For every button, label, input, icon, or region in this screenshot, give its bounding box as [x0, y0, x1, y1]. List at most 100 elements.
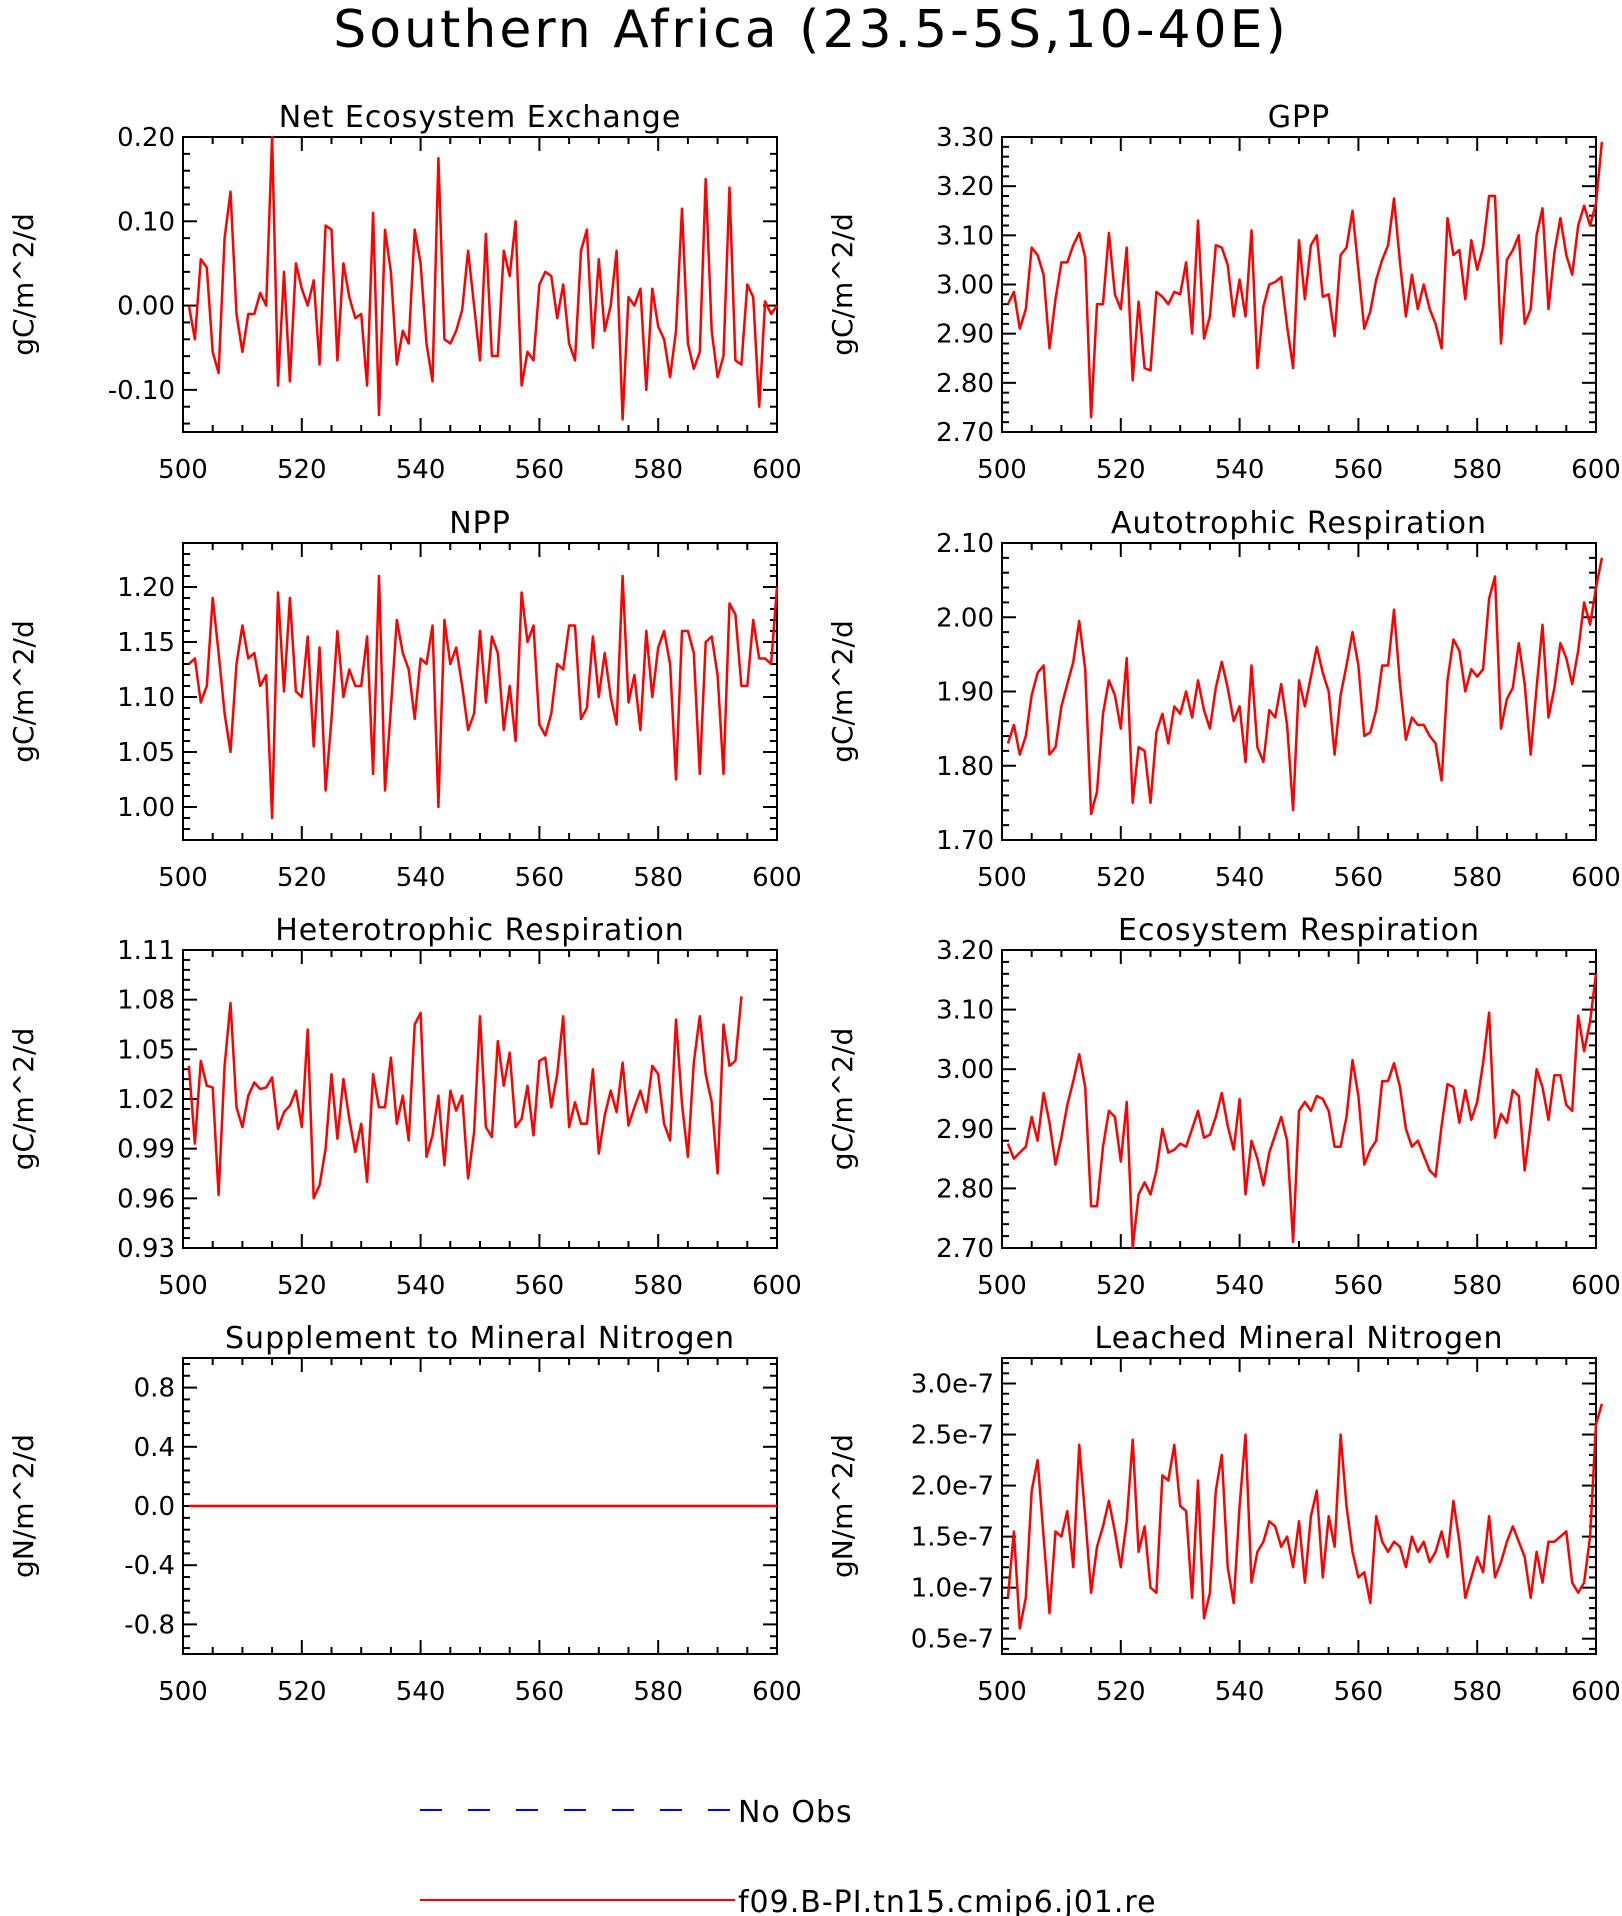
y-tick-label: 3.20 — [936, 172, 994, 202]
x-tick-label: 600 — [1571, 455, 1621, 485]
y-tick-label: -0.10 — [108, 376, 175, 406]
y-tick-label: 1.5e-7 — [911, 1523, 994, 1553]
y-axis-label: gC/m^2/d — [7, 620, 40, 763]
x-tick-label: 580 — [1452, 455, 1502, 485]
y-tick-label: 2.70 — [936, 418, 994, 448]
y-tick-label: 1.02 — [117, 1085, 175, 1115]
panel-title: Supplement to Mineral Nitrogen — [225, 1321, 735, 1356]
y-tick-label: 0.99 — [117, 1135, 175, 1165]
y-tick-label: 0.5e-7 — [911, 1625, 994, 1655]
x-tick-label: 520 — [277, 1677, 327, 1707]
x-tick-label: 560 — [515, 1271, 565, 1301]
x-tick-label: 500 — [977, 1677, 1027, 1707]
y-tick-label: 0.4 — [134, 1433, 175, 1463]
panel-title: Leached Mineral Nitrogen — [1095, 1321, 1504, 1356]
y-axis-label: gC/m^2/d — [826, 620, 859, 763]
x-tick-label: 500 — [977, 863, 1027, 893]
x-tick-label: 580 — [633, 1677, 683, 1707]
y-tick-label: 0.00 — [117, 292, 175, 322]
panel-title: Autotrophic Respiration — [1111, 506, 1487, 541]
y-tick-label: 2.5e-7 — [911, 1421, 994, 1451]
y-tick-label: 0.8 — [134, 1374, 175, 1404]
y-tick-label: 2.0e-7 — [911, 1472, 994, 1502]
chart-panel: Supplement to Mineral Nitrogen gN/m^2/d 50… — [7, 1321, 802, 1707]
plot-frame — [1001, 1357, 1597, 1655]
y-tick-label: 1.80 — [936, 752, 994, 782]
x-tick-label: 600 — [1571, 1677, 1621, 1707]
x-tick-label: 540 — [1215, 1677, 1265, 1707]
series-line — [1006, 557, 1604, 816]
x-tick-label: 600 — [1571, 1271, 1621, 1301]
x-tick-label: 500 — [158, 1271, 208, 1301]
x-tick-label: 520 — [277, 1271, 327, 1301]
y-tick-label: 3.10 — [936, 996, 994, 1026]
x-tick-label: 600 — [752, 1677, 802, 1707]
x-tick-label: 540 — [396, 455, 446, 485]
panel-title: NPP — [449, 506, 511, 541]
x-tick-label: 600 — [752, 863, 802, 893]
y-axis-label: gN/m^2/d — [7, 1434, 40, 1578]
y-tick-label: 1.05 — [117, 738, 175, 768]
y-axis-label: gC/m^2/d — [7, 1028, 40, 1171]
y-tick-label: 3.00 — [936, 271, 994, 301]
y-tick-label: 2.10 — [936, 529, 994, 559]
y-tick-label: 2.80 — [936, 369, 994, 399]
chart-panel: Net Ecosystem Exchange gC/m^2/d 500 520 540 5… — [7, 100, 802, 485]
y-axis-label: gC/m^2/d — [826, 213, 859, 356]
panel-title: Ecosystem Respiration — [1118, 913, 1480, 948]
chart-panel: NPP gC/m^2/d 500 520 540 560 580 600 1.20 1.15 1.1… — [7, 506, 802, 893]
panel-title: Heterotrophic Respiration — [275, 913, 685, 948]
x-tick-label: 580 — [1452, 1677, 1502, 1707]
figure: Net Ecosystem Exchange gC/m^2/d 500 520 540 5… — [7, 100, 1621, 1916]
y-tick-label: 1.90 — [936, 678, 994, 708]
y-tick-label: 3.10 — [936, 221, 994, 251]
plot-frame — [182, 949, 778, 1249]
x-tick-label: 500 — [158, 455, 208, 485]
chart-panel: Autotrophic Respiration gC/m^2/d 500 520 540… — [826, 506, 1621, 893]
y-tick-label: 1.10 — [117, 683, 175, 713]
legend-model-label: f09.B-PI.tn15.cmip6.j01.re — [738, 1885, 1157, 1916]
y-tick-label: -0.4 — [124, 1551, 175, 1581]
x-tick-label: 540 — [396, 1271, 446, 1301]
x-tick-label: 520 — [277, 863, 327, 893]
y-axis-label: gN/m^2/d — [826, 1434, 859, 1578]
x-tick-label: 560 — [515, 455, 565, 485]
y-tick-label: 0.96 — [117, 1184, 175, 1214]
x-tick-label: 520 — [1096, 1677, 1146, 1707]
series-line — [188, 574, 779, 820]
y-tick-label: 2.80 — [936, 1174, 994, 1204]
x-tick-label: 580 — [633, 863, 683, 893]
y-tick-label: 1.05 — [117, 1035, 175, 1065]
page-title: Southern Africa (23.5-5S,10-40E) — [333, 0, 1289, 60]
x-tick-label: 540 — [1215, 863, 1265, 893]
x-tick-label: 520 — [277, 455, 327, 485]
x-tick-label: 560 — [1334, 1271, 1384, 1301]
series-line — [1006, 973, 1598, 1250]
panels: Net Ecosystem Exchange gC/m^2/d 500 520 540 5… — [7, 100, 1621, 1707]
y-tick-label: 0.20 — [117, 123, 175, 153]
x-tick-label: 540 — [396, 1677, 446, 1707]
y-tick-label: 0.93 — [117, 1234, 175, 1264]
y-tick-label: 3.30 — [936, 123, 994, 153]
x-tick-label: 580 — [1452, 863, 1502, 893]
y-tick-label: 1.11 — [117, 936, 175, 966]
x-tick-label: 560 — [515, 863, 565, 893]
x-tick-label: 600 — [752, 455, 802, 485]
chart-panel: Heterotrophic Respiration gC/m^2/d 500 520 5… — [7, 913, 802, 1301]
x-tick-label: 500 — [158, 863, 208, 893]
x-tick-label: 500 — [158, 1677, 208, 1707]
x-tick-label: 560 — [515, 1677, 565, 1707]
x-tick-label: 500 — [977, 1271, 1027, 1301]
y-axis-label: gC/m^2/d — [7, 213, 40, 356]
x-tick-label: 560 — [1334, 455, 1384, 485]
x-tick-label: 560 — [1334, 1677, 1384, 1707]
y-tick-label: 0.0 — [134, 1492, 175, 1522]
y-tick-label: 2.90 — [936, 1115, 994, 1145]
legend: No Obs f09.B-PI.tn15.cmip6.j01.re — [420, 1795, 1157, 1916]
y-tick-label: 1.08 — [117, 986, 175, 1016]
x-tick-label: 600 — [752, 1271, 802, 1301]
chart-panel: Ecosystem Respiration gC/m^2/d 500 520 540 56… — [826, 913, 1621, 1301]
y-tick-label: 0.10 — [117, 207, 175, 237]
y-tick-label: 1.15 — [117, 628, 175, 658]
y-tick-label: -0.8 — [124, 1610, 175, 1640]
